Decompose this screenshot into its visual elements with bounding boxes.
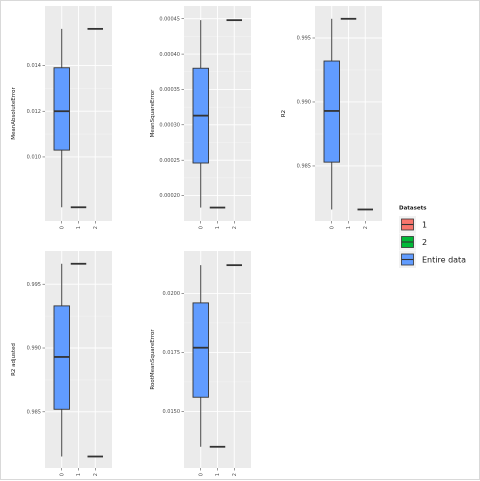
panel-5: 0.0150 0.0175 0.0200 0 1 2 RootMeanSquareError <box>150 251 251 476</box>
y-tick-label: 0.985 <box>27 410 41 416</box>
y-tick-label: 0.995 <box>27 282 41 288</box>
y-tick-label: 0.014 <box>27 63 41 69</box>
x-tick-label: 2 <box>93 473 99 476</box>
x-tick-label: 1 <box>76 473 82 476</box>
y-axis-title: RootMeanSquareError <box>150 329 156 390</box>
box-0 <box>53 263 70 457</box>
box-body <box>192 302 209 398</box>
x-tick-label: 0 <box>59 226 65 229</box>
y-axis-title: R2 <box>281 110 287 117</box>
x-tick-label: 0 <box>59 473 65 476</box>
y-tick-label: 0.0175 <box>163 350 181 356</box>
box-0 <box>192 20 209 208</box>
x-tick-label: 2 <box>363 226 369 229</box>
panel-2: 0.00020 0.00025 0.00030 0.00035 0.00040 0.000… <box>150 6 251 229</box>
x-tick-label: 0 <box>329 226 335 229</box>
panel-1: 0.010 0.012 0.014 0 1 2 MeanAbsoluteError <box>11 6 112 229</box>
y-tick-label: 0.0150 <box>163 409 181 415</box>
x-tick-label: 0 <box>198 226 204 229</box>
y-tick-label: 0.00030 <box>159 123 180 129</box>
y-axis-title: R2 adjusted <box>11 343 17 376</box>
y-tick-label: 0.0200 <box>163 291 181 297</box>
legend-label: Entire data <box>422 255 466 264</box>
y-tick-label: 0.012 <box>27 109 41 115</box>
y-tick-label: 0.990 <box>297 100 311 106</box>
x-tick-label: 1 <box>76 226 82 229</box>
y-tick-label: 0.995 <box>297 36 311 42</box>
legend-title: Datasets <box>399 206 427 212</box>
legend-item: 1 <box>399 216 427 233</box>
x-tick-label: 2 <box>232 226 238 229</box>
y-tick-label: 0.00045 <box>159 16 180 22</box>
y-tick-label: 0.00035 <box>159 87 180 93</box>
y-axis-title: MeanAbsoluteError <box>11 87 17 140</box>
legend: Datasets 1 2 Entire data <box>399 206 466 268</box>
y-axis-title: MeanSquareError <box>150 89 156 137</box>
panel-3: 0.985 0.990 0.995 0 1 2 R2 <box>281 6 382 229</box>
box-body <box>53 67 70 151</box>
y-tick-label: 0.00025 <box>159 158 180 164</box>
x-tick-label: 2 <box>93 226 99 229</box>
box-0 <box>192 265 209 447</box>
x-tick-label: 1 <box>215 226 221 229</box>
y-tick-label: 0.00040 <box>159 52 180 58</box>
box-0 <box>323 18 340 210</box>
x-tick-label: 1 <box>215 473 221 476</box>
y-tick-label: 0.985 <box>297 164 311 170</box>
x-tick-label: 2 <box>232 473 238 476</box>
legend-label: 2 <box>422 238 427 247</box>
y-tick-label: 0.00020 <box>159 193 180 199</box>
legend-item: Entire data <box>399 251 466 268</box>
legend-label: 1 <box>422 220 427 229</box>
y-tick-label: 0.990 <box>27 346 41 352</box>
y-tick-label: 0.010 <box>27 155 41 161</box>
box-0 <box>53 28 70 208</box>
x-tick-label: 0 <box>198 473 204 476</box>
legend-item: 2 <box>399 233 427 251</box>
x-tick-label: 1 <box>346 226 352 229</box>
panel-4: 0.985 0.990 0.995 0 1 2 R2 adjusted <box>11 251 112 476</box>
